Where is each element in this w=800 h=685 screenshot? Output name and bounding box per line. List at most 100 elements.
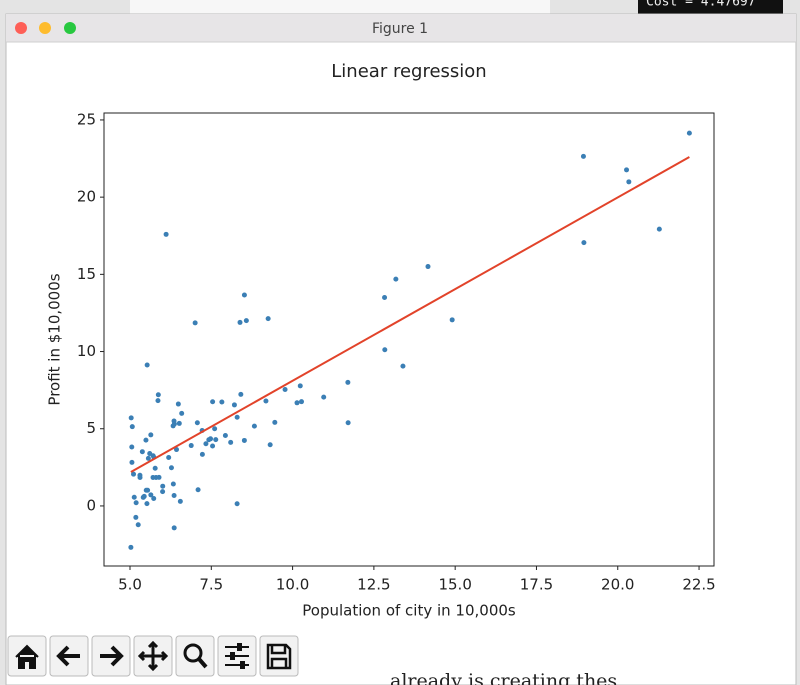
x-tick-label: 22.5 — [682, 576, 715, 594]
data-point — [263, 398, 269, 404]
data-point — [222, 432, 228, 438]
data-point — [297, 383, 303, 389]
data-point — [128, 544, 134, 550]
data-point — [137, 472, 143, 478]
close-button[interactable] — [15, 22, 27, 34]
y-tick-label: 5 — [86, 419, 96, 437]
data-point — [212, 426, 218, 432]
data-point — [145, 455, 151, 461]
data-point — [147, 451, 153, 457]
data-point — [143, 487, 149, 493]
data-point — [234, 414, 240, 420]
y-tick-label: 20 — [77, 188, 96, 206]
zoom-tool-button[interactable] — [175, 635, 215, 677]
data-point — [243, 318, 249, 324]
data-point — [203, 441, 209, 447]
data-point — [231, 402, 237, 408]
save-button[interactable] — [259, 635, 299, 677]
y-tick-label: 10 — [77, 342, 96, 360]
data-point — [686, 130, 692, 136]
data-point — [139, 449, 145, 455]
data-point — [210, 443, 216, 449]
data-point — [393, 276, 399, 282]
x-axis-label: Population of city in 10,000s — [302, 602, 516, 620]
data-point — [626, 179, 632, 185]
data-point — [143, 437, 149, 443]
data-point — [299, 399, 305, 405]
y-tick-label: 15 — [77, 265, 96, 283]
home-icon — [15, 644, 39, 669]
configure-slider — [240, 661, 245, 669]
data-point — [228, 439, 234, 445]
data-point — [168, 465, 174, 471]
zoom-button[interactable] — [64, 22, 76, 34]
data-point — [170, 423, 176, 429]
data-point — [199, 451, 205, 457]
data-point — [144, 501, 150, 507]
x-tick-label: 17.5 — [520, 576, 553, 594]
data-point — [148, 492, 154, 498]
pan-icon — [137, 640, 169, 672]
data-point — [656, 226, 662, 232]
data-point — [206, 437, 212, 443]
data-point — [400, 363, 406, 369]
forward-icon — [100, 645, 124, 667]
data-point — [449, 317, 455, 323]
figure-window — [5, 13, 797, 685]
x-tick-label: 20.0 — [601, 576, 634, 594]
data-point — [382, 347, 388, 353]
data-point — [171, 525, 177, 531]
data-point — [155, 392, 161, 398]
data-point — [345, 420, 351, 426]
data-point — [171, 492, 177, 498]
data-point — [238, 391, 244, 397]
data-point — [321, 394, 327, 400]
minimize-button[interactable] — [39, 22, 51, 34]
data-point — [210, 399, 216, 405]
data-point — [171, 418, 177, 424]
data-point — [237, 319, 243, 325]
x-tick-label: 5.0 — [118, 576, 142, 594]
data-point — [160, 489, 166, 495]
data-point — [131, 494, 137, 500]
toolbar — [7, 635, 299, 677]
data-point — [144, 362, 150, 368]
data-point — [267, 442, 273, 448]
data-point — [345, 379, 351, 385]
data-point — [177, 498, 183, 504]
background-document-text: already is creating thes — [390, 670, 617, 685]
x-tick-label: 12.5 — [357, 576, 390, 594]
data-point — [166, 454, 172, 460]
data-point — [192, 320, 198, 326]
data-point — [213, 437, 219, 443]
zoom-icon-handle — [197, 657, 208, 669]
data-point — [234, 501, 240, 507]
home-button[interactable] — [7, 635, 47, 677]
data-point — [129, 424, 135, 430]
data-point — [188, 443, 194, 449]
data-point — [175, 401, 181, 407]
data-point — [141, 493, 147, 499]
data-point — [128, 415, 134, 421]
data-point — [580, 153, 586, 159]
y-tick-label: 25 — [77, 110, 96, 128]
data-point — [195, 487, 201, 493]
terminal-text: Cost = 4.47697 — [646, 0, 756, 10]
data-point — [133, 514, 139, 520]
data-point — [219, 399, 225, 405]
y-axis-label: Profit in $10,000s — [46, 273, 64, 405]
x-tick-label: 7.5 — [199, 576, 223, 594]
zoom-icon — [183, 643, 203, 663]
data-point — [173, 447, 179, 453]
terminal — [638, 0, 783, 14]
window-title: Figure 1 — [372, 21, 428, 37]
data-point — [382, 294, 388, 300]
data-point — [150, 474, 156, 480]
data-point — [282, 386, 288, 392]
data-point — [176, 420, 182, 426]
data-point — [251, 423, 257, 429]
data-point — [272, 419, 278, 425]
data-point — [294, 400, 300, 406]
